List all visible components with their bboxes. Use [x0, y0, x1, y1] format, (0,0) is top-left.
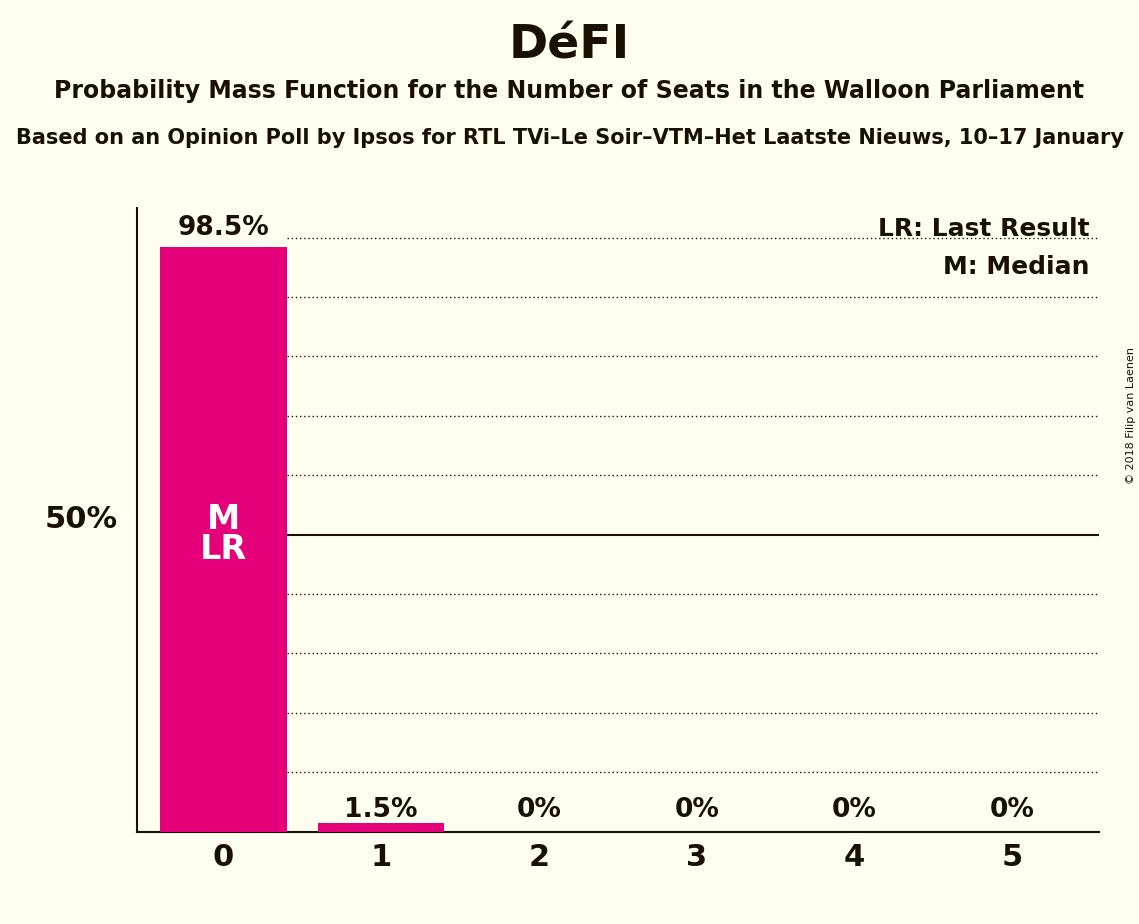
Text: M: Median: M: Median	[943, 255, 1090, 279]
Text: LR: Last Result: LR: Last Result	[878, 217, 1090, 241]
Text: 98.5%: 98.5%	[178, 214, 269, 240]
Text: M: M	[207, 504, 240, 536]
Bar	[161, 247, 287, 832]
Text: 50%: 50%	[44, 505, 117, 534]
Text: 0%: 0%	[517, 796, 562, 822]
Text: LR: LR	[200, 533, 247, 565]
Text: Probability Mass Function for the Number of Seats in the Walloon Parliament: Probability Mass Function for the Number…	[55, 79, 1084, 103]
Text: © 2018 Filip van Laenen: © 2018 Filip van Laenen	[1126, 347, 1136, 484]
Text: 0%: 0%	[833, 796, 877, 822]
Text: Based on an Opinion Poll by Ipsos for RTL TVi–Le Soir–VTM–Het Laatste Nieuws, 10: Based on an Opinion Poll by Ipsos for RT…	[16, 128, 1123, 148]
Text: DéFI: DéFI	[509, 23, 630, 68]
Text: 0%: 0%	[674, 796, 719, 822]
Text: 1.5%: 1.5%	[344, 796, 418, 822]
Text: 0%: 0%	[990, 796, 1035, 822]
Bar	[318, 822, 444, 832]
